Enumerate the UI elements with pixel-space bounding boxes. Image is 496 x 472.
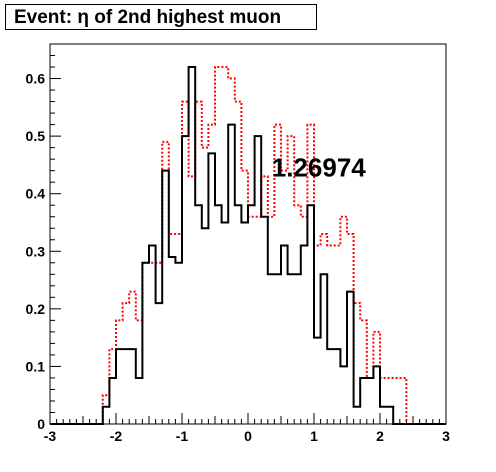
value-annotation: 1.26974: [272, 152, 367, 182]
x-tick-label: 3: [442, 428, 450, 444]
y-tick-label: 0.1: [26, 358, 46, 374]
y-axis-ticks: 0 0.1 0.2 0.3 0.4 0.5 0.6: [26, 43, 61, 432]
x-tick-label: 0: [244, 428, 252, 444]
chart-title: Event: η of 2nd highest muon: [14, 7, 282, 28]
series-layer: [50, 66, 446, 425]
x-tick-label: -1: [176, 428, 189, 444]
x-tick-label: 1: [310, 428, 318, 444]
x-tick-label: -2: [110, 428, 123, 444]
solid-histogram-line: [50, 66, 446, 425]
y-tick-label: 0.3: [26, 243, 46, 259]
chart-title-box: Event: η of 2nd highest muon: [5, 4, 317, 30]
y-tick-label: 0.6: [26, 71, 46, 87]
dotted-histogram-line: [50, 66, 446, 425]
y-tick-label: 0.2: [26, 301, 46, 317]
y-tick-label: 0.4: [26, 186, 46, 202]
x-axis-ticks: -3 -2 -1 0 1 2 3: [44, 413, 450, 444]
x-tick-label: 2: [376, 428, 384, 444]
x-tick-label: -3: [44, 428, 57, 444]
y-tick-label: 0.5: [26, 128, 46, 144]
y-tick-label: 0: [37, 416, 45, 432]
